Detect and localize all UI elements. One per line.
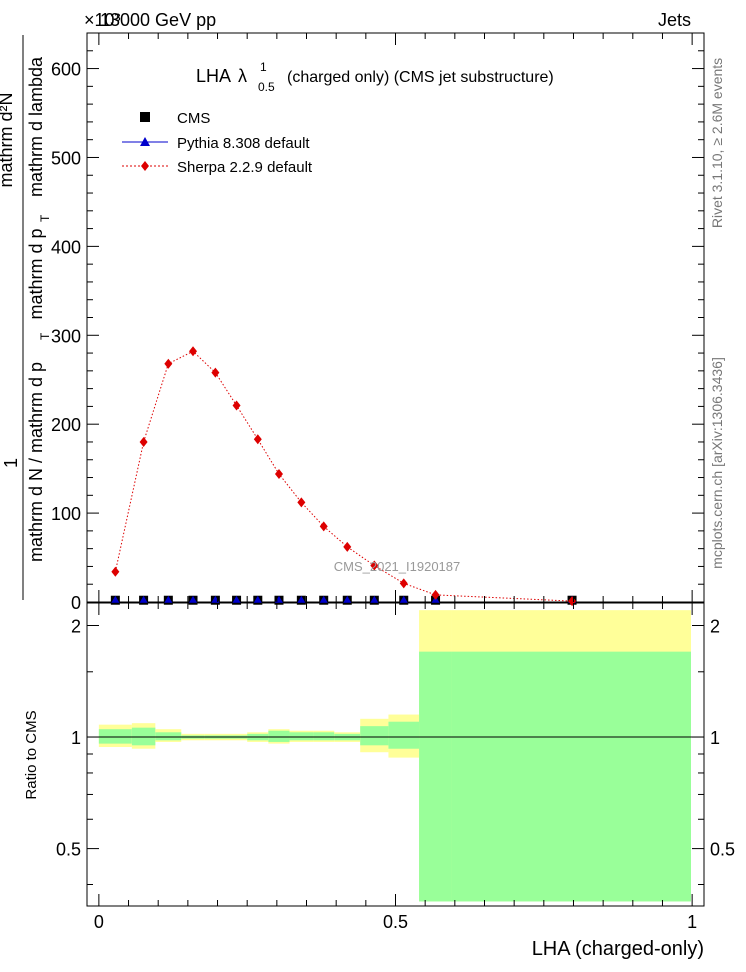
ratio-band-inner: [289, 732, 314, 741]
pythia-point: [232, 595, 241, 603]
pythia-point: [164, 595, 173, 603]
legend-marker-pythia: [140, 137, 150, 146]
legend-label-cms: CMS: [177, 110, 210, 127]
pythia-point: [370, 595, 379, 603]
legend-label-pythia: Pythia 8.308 default: [177, 135, 310, 152]
ratio-band-inner: [268, 730, 290, 742]
y-tick-label: 300: [51, 326, 81, 346]
sherpa-point: [568, 596, 577, 607]
sherpa-point: [164, 358, 173, 369]
title-lambda: λ: [238, 66, 247, 86]
ratio-y-tick-label-right: 0.5: [710, 840, 735, 860]
title-lha: LHA: [196, 66, 231, 86]
pythia-point: [297, 595, 306, 603]
sherpa-point: [297, 497, 306, 508]
ratio-y-tick-label-right: 2: [710, 616, 720, 636]
y-tick-label: 400: [51, 237, 81, 257]
ratio-band-inner: [388, 721, 420, 749]
ratio-ylabel: Ratio to CMS: [23, 710, 40, 799]
y-tick-label: 100: [51, 504, 81, 524]
header-left: 13000 GeV pp: [100, 10, 216, 30]
ratio-xlabel: LHA (charged-only): [532, 938, 704, 960]
ratio-y-tick-label-left: 1: [71, 728, 81, 748]
ylabel-denominator-2: mathrm d p: [26, 228, 46, 319]
ratio-band-inner: [313, 732, 335, 741]
sherpa-point: [232, 400, 241, 411]
ratio-band-inner: [98, 729, 132, 744]
ylabel-denominator-sub: T: [38, 332, 52, 340]
rivet-label: Rivet 3.1.10, ≥ 2.6M events: [709, 58, 725, 228]
ratio-band-inner: [131, 727, 156, 746]
sherpa-point: [111, 566, 120, 577]
sherpa-point: [343, 541, 352, 552]
ratio-y-tick-label-left: 2: [71, 616, 81, 636]
sherpa-point: [370, 560, 379, 571]
sherpa-point: [319, 521, 328, 532]
title-superscript: 1: [260, 60, 267, 74]
ratio-y-tick-label-right: 1: [710, 728, 720, 748]
legend-marker-sherpa: [141, 161, 149, 171]
mcplots-label: mcplots.cern.ch [arXiv:1306.3436]: [709, 357, 725, 569]
ratio-band-inner: [419, 651, 452, 902]
main-plot-area: [110, 346, 577, 607]
sherpa-point: [211, 367, 220, 378]
main-ylabel: 1 mathrm d N / mathrm d p T mathrm d²N m…: [0, 35, 52, 600]
title-rest: (charged only) (CMS jet substructure): [287, 69, 554, 86]
ylabel-numerator-2: mathrm d²N: [0, 92, 16, 187]
ylabel-denominator-2-sub: T: [38, 214, 52, 222]
analysis-watermark: CMS_2021_I1920187: [334, 559, 461, 574]
legend-label-sherpa: Sherpa 2.2.9 default: [177, 159, 313, 176]
title-subscript: 0.5: [258, 80, 275, 94]
sherpa-point: [399, 578, 408, 589]
legend: CMS Pythia 8.308 default Sherpa 2.2.9 de…: [122, 110, 313, 176]
ylabel-denominator-2-rest: mathrm d lambda: [26, 56, 46, 197]
plot-title: LHA λ 1 0.5 (charged only) (CMS jet subs…: [196, 60, 554, 94]
ratio-band-inner: [451, 651, 691, 902]
ratio-plot-area: [87, 610, 704, 902]
exponent-label: ×10³: [84, 10, 121, 30]
y-tick-label: 0: [71, 593, 81, 613]
pythia-point: [319, 595, 328, 603]
x-tick-label: 0.5: [383, 912, 408, 932]
y-tick-label: 600: [51, 60, 81, 80]
ratio-band-inner: [360, 726, 389, 746]
sherpa-point: [431, 589, 440, 600]
sherpa-point: [253, 434, 262, 445]
x-tick-label: 0: [94, 912, 104, 932]
pythia-point: [399, 595, 408, 603]
sherpa-point: [189, 346, 198, 357]
ylabel-denominator: mathrm d N / mathrm d p: [26, 362, 46, 562]
ratio-y-tick-label-left: 0.5: [56, 840, 81, 860]
y-tick-label: 200: [51, 415, 81, 435]
pythia-point: [189, 595, 198, 603]
header-right: Jets: [658, 10, 691, 30]
y-tick-label: 500: [51, 148, 81, 168]
pythia-point: [253, 595, 262, 603]
sherpa-point: [139, 436, 148, 447]
ratio-band-inner: [155, 732, 182, 741]
pythia-point: [111, 595, 120, 603]
legend-marker-cms: [140, 112, 150, 122]
sherpa-point: [274, 468, 283, 479]
x-tick-label: 1: [687, 912, 697, 932]
pythia-point: [343, 595, 352, 603]
pythia-point: [139, 595, 148, 603]
ylabel-numerator-1: 1: [1, 458, 21, 468]
axes: 0 100 200 300 400 500 600 0 0.5 1 0.5 0.5 1 1 2 2: [51, 32, 735, 932]
